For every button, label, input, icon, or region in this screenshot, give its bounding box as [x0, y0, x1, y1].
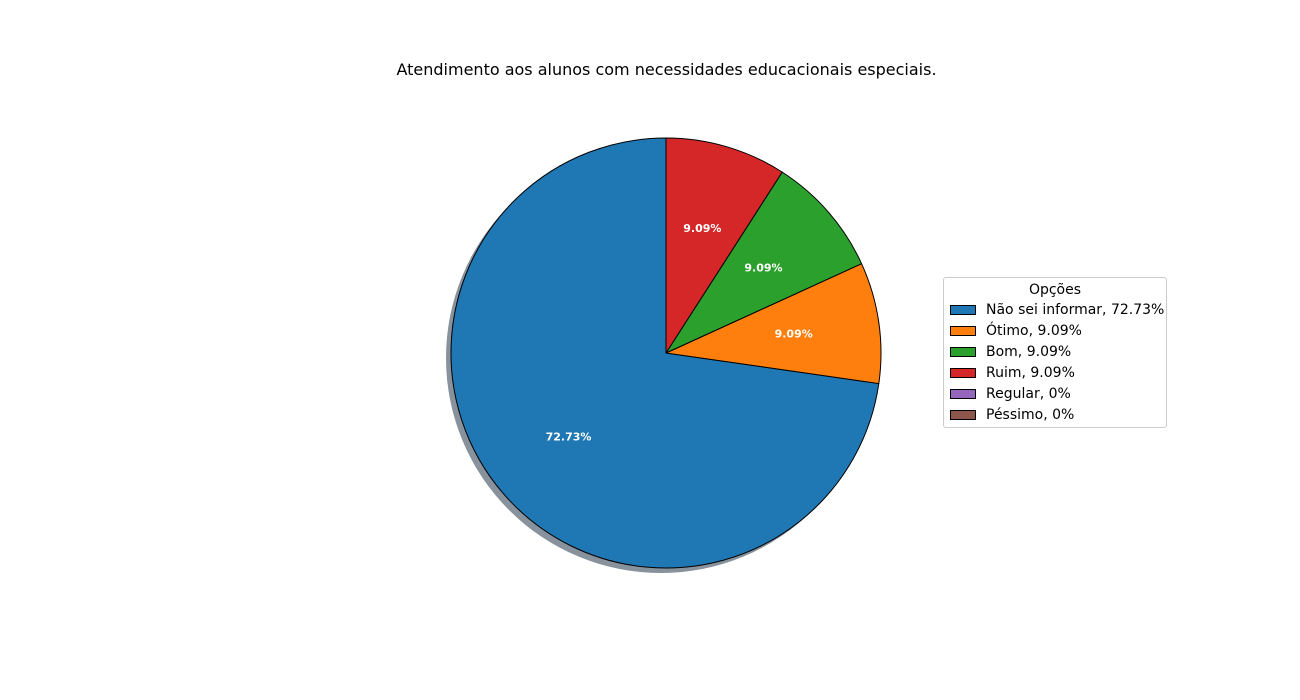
legend-label: Não sei informar, 72.73% — [986, 301, 1165, 318]
slice-label-0: 72.73% — [546, 430, 592, 443]
pie-labels: 72.73% 9.09% 9.09% 9.09% — [546, 222, 813, 443]
legend-swatch — [950, 367, 976, 378]
pie-slice-1 — [665, 263, 882, 385]
legend-label: Regular, 0% — [986, 385, 1071, 402]
slice-label-1: 9.09% — [775, 328, 813, 341]
legend-entry: Bom, 9.09% — [944, 341, 1166, 362]
legend-label: Ótimo, 9.09% — [986, 322, 1082, 339]
legend-label: Péssimo, 0% — [986, 406, 1075, 423]
legend-entry: Ótimo, 9.09% — [944, 320, 1166, 341]
legend-entry: Péssimo, 0% — [944, 404, 1166, 425]
legend-label: Ruim, 9.09% — [986, 364, 1075, 381]
pie-slice-2 — [665, 171, 863, 354]
legend-swatch — [950, 304, 976, 315]
legend-swatch — [950, 388, 976, 399]
pie-slices — [450, 137, 882, 569]
legend: Opções Não sei informar, 72.73% Ótimo, 9… — [943, 277, 1167, 428]
legend-entry: Ruim, 9.09% — [944, 362, 1166, 383]
legend-entry: Regular, 0% — [944, 383, 1166, 404]
legend-swatch — [950, 346, 976, 357]
pie-slice-3 — [665, 137, 783, 354]
slice-label-2: 9.09% — [744, 262, 782, 275]
legend-entry: Não sei informar, 72.73% — [944, 299, 1166, 320]
legend-swatch — [950, 409, 976, 420]
slice-label-3: 9.09% — [683, 222, 721, 235]
legend-swatch — [950, 325, 976, 336]
legend-label: Bom, 9.09% — [986, 343, 1072, 360]
legend-title: Opções — [1028, 282, 1082, 298]
chart-title: Atendimento aos alunos com necessidades … — [396, 60, 937, 79]
pie-slice-0 — [450, 137, 880, 569]
